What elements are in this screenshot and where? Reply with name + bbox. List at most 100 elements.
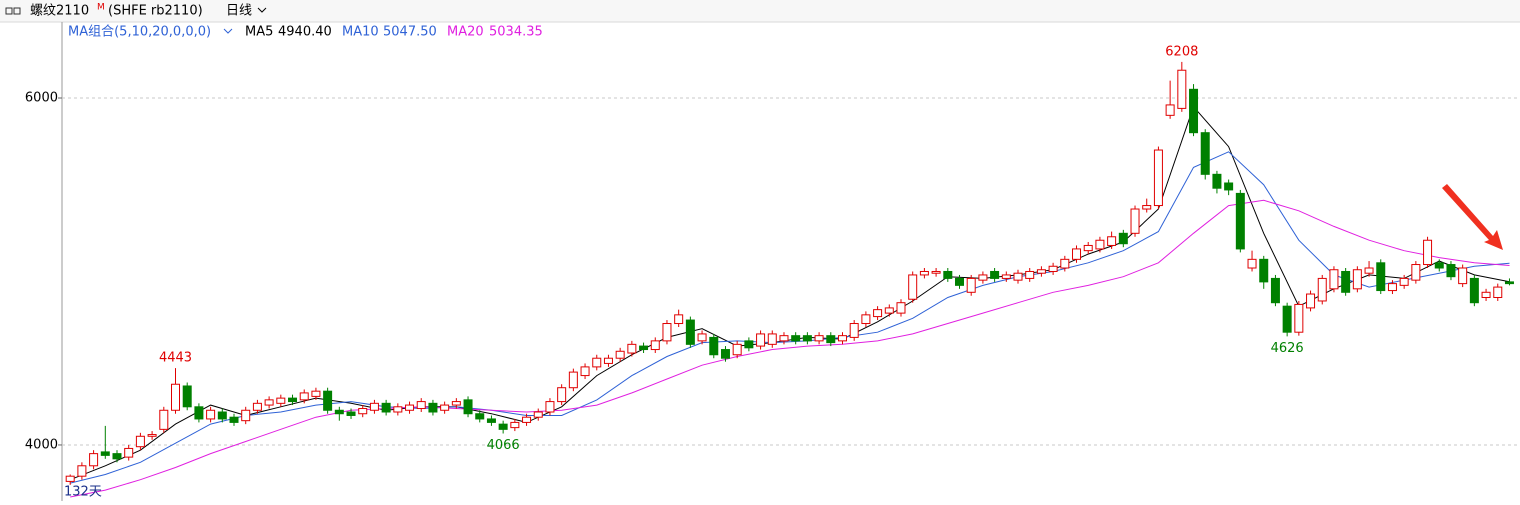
period-label: 132天 xyxy=(64,485,102,500)
candle-body xyxy=(1282,305,1292,333)
candle-body xyxy=(147,434,157,437)
link-icon[interactable] xyxy=(5,7,21,15)
candle-body xyxy=(1048,265,1058,272)
ma-line xyxy=(70,199,1510,498)
contract-name: 螺纹2110 xyxy=(30,4,89,19)
candle-body xyxy=(463,399,473,415)
candle-body xyxy=(908,274,918,300)
candle-body xyxy=(171,383,181,411)
candle-body xyxy=(416,401,426,410)
contract-code: (SHFE rb2110) xyxy=(108,4,203,19)
ma-lines xyxy=(70,105,1510,498)
dropdown-icon[interactable] xyxy=(257,7,267,13)
candle-body xyxy=(1469,277,1479,304)
candle-body xyxy=(615,350,625,359)
candle-body xyxy=(639,345,649,351)
candle-body xyxy=(732,343,742,356)
candle-body xyxy=(440,404,450,411)
candle-body xyxy=(744,340,754,349)
candle-body xyxy=(931,270,941,274)
candle-body xyxy=(697,333,707,342)
candle-body xyxy=(1493,286,1503,298)
candle-body xyxy=(1306,293,1316,309)
candle-body xyxy=(884,307,894,314)
candle-body xyxy=(709,336,719,356)
candle-body xyxy=(1458,267,1468,285)
candle-body xyxy=(1504,281,1514,285)
main-flag: M xyxy=(97,3,105,13)
low-label: 4626 xyxy=(1271,341,1304,356)
candle-body xyxy=(194,406,204,420)
candle-body xyxy=(955,277,965,286)
candle-body xyxy=(311,390,321,397)
candle-body xyxy=(1189,88,1199,134)
candle-body xyxy=(568,371,578,389)
candle-body xyxy=(837,335,847,342)
candle-body xyxy=(814,335,824,342)
candle-body xyxy=(1247,258,1257,269)
candle-body xyxy=(381,402,391,413)
candle-body xyxy=(779,335,789,342)
candle-body xyxy=(603,357,613,364)
dropdown-icon[interactable] xyxy=(223,28,233,34)
candle-body xyxy=(112,453,122,460)
candle-body xyxy=(135,435,145,448)
candle-body xyxy=(1446,264,1456,278)
ma-line xyxy=(70,151,1510,484)
candle-body xyxy=(77,465,87,477)
candle-body xyxy=(451,401,461,406)
candle-body xyxy=(1352,269,1362,290)
candle-body xyxy=(861,314,871,325)
candle-body xyxy=(1036,269,1046,274)
legend-name: MA5 xyxy=(245,25,273,40)
candle-body xyxy=(545,401,555,413)
grid: 4000 6000 xyxy=(25,90,1520,452)
candle-body xyxy=(627,343,637,354)
candle-body xyxy=(264,399,274,406)
candle-body xyxy=(1001,274,1011,279)
candle-body xyxy=(1423,239,1433,266)
candle-body xyxy=(358,408,368,415)
candle-body xyxy=(1341,270,1351,293)
candle-body xyxy=(1153,149,1163,207)
candle-body xyxy=(662,323,672,342)
candle-body xyxy=(873,309,883,318)
y-tick-label: 6000 xyxy=(25,90,58,105)
arrow xyxy=(1442,184,1503,250)
candle-body xyxy=(674,314,684,325)
legend-value: 5034.35 xyxy=(489,25,543,40)
candle-body xyxy=(1259,258,1269,283)
candle-body xyxy=(182,385,192,408)
candle-body xyxy=(990,270,1000,279)
candle-body xyxy=(826,335,836,344)
candle-body xyxy=(1481,291,1491,298)
candle-body xyxy=(1235,192,1245,250)
candle-body xyxy=(791,335,801,342)
candle-body xyxy=(405,404,415,411)
candle-body xyxy=(978,274,988,281)
candle-body xyxy=(533,411,543,418)
candle-body xyxy=(767,333,777,345)
indicator-selector[interactable]: MA组合(5,10,20,0,0,0) xyxy=(68,25,211,40)
candle-body xyxy=(685,319,695,345)
candle-body xyxy=(1025,270,1035,279)
candle-body xyxy=(486,418,496,423)
candle-body xyxy=(1083,244,1093,252)
candle-body xyxy=(229,416,239,423)
period-selector[interactable]: 日线 xyxy=(226,4,252,19)
candle-body xyxy=(252,402,262,411)
candle-body xyxy=(1072,248,1082,260)
high-label: 6208 xyxy=(1165,44,1198,59)
candle-body xyxy=(1177,69,1187,109)
candle-body xyxy=(206,409,216,420)
candle-body xyxy=(241,409,251,422)
candle-body xyxy=(896,302,906,314)
candles: 6208 4443 4626 4066 xyxy=(65,44,1514,485)
y-tick-label: 4000 xyxy=(25,437,58,452)
candle-body xyxy=(159,409,169,430)
candle-body xyxy=(943,270,953,279)
candle-body xyxy=(1200,132,1210,175)
legend-name: MA10 xyxy=(342,25,379,40)
candle-body xyxy=(580,366,590,377)
